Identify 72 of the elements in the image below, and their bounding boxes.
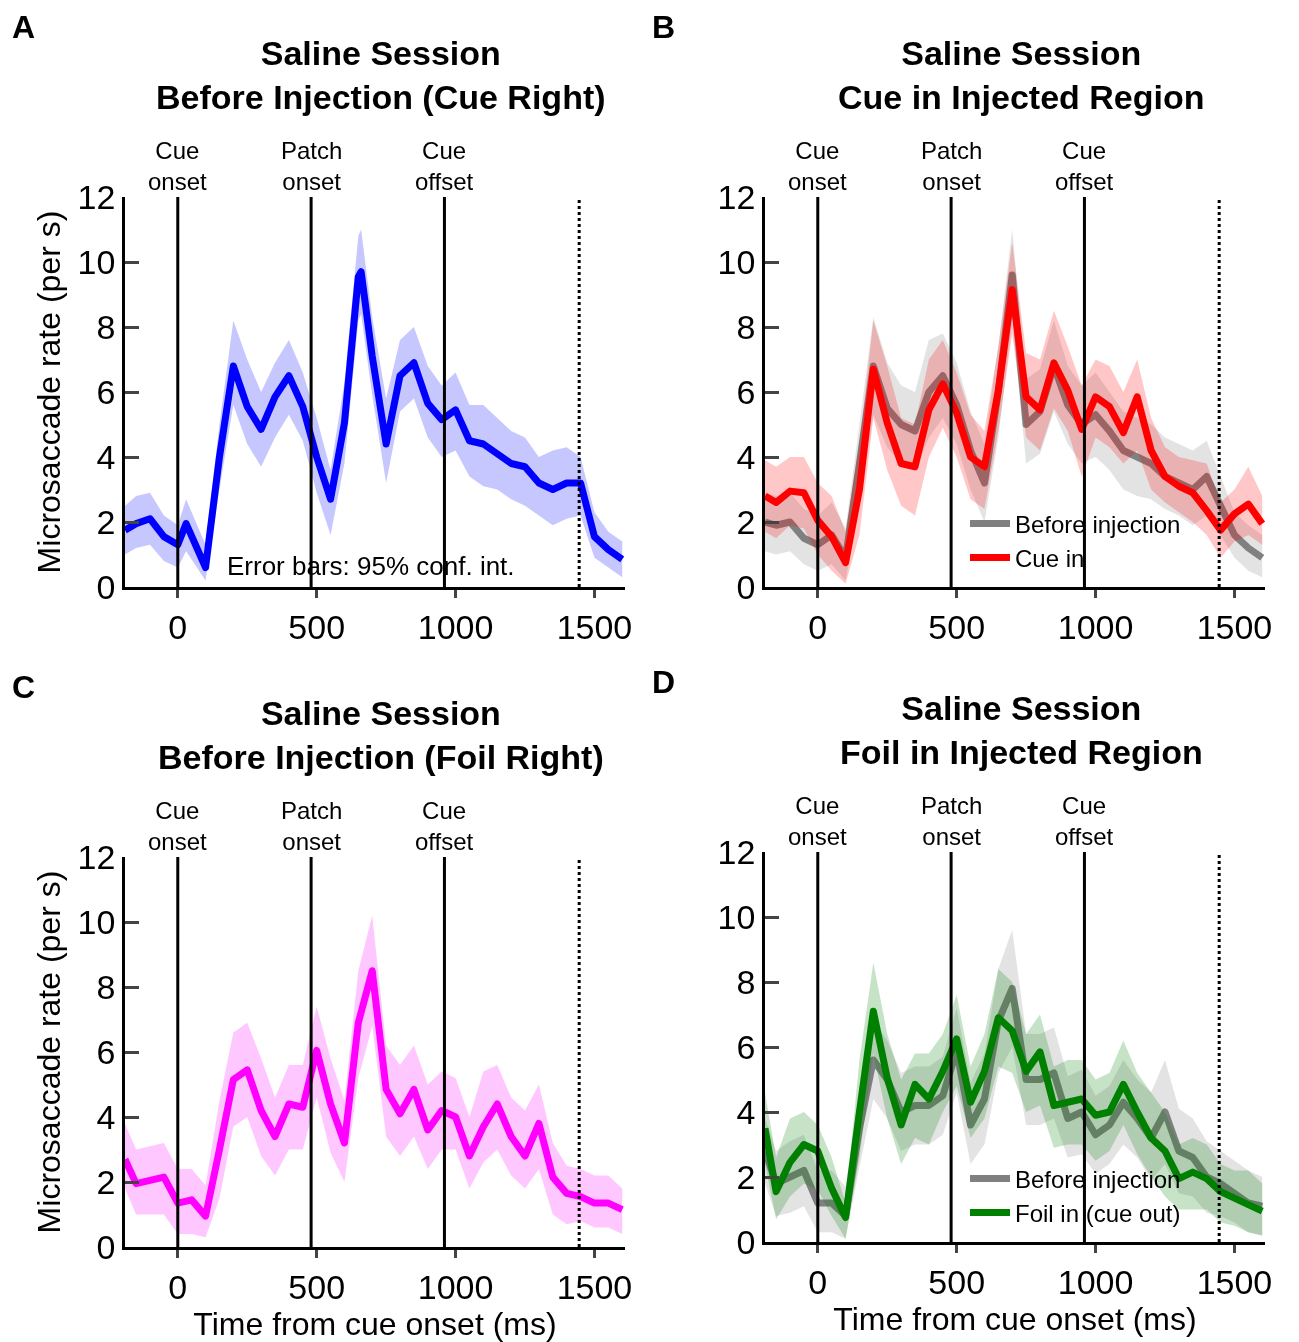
y-tick-label: 12 (717, 832, 756, 871)
y-axis-title: Microsaccade rate (per s) (30, 210, 67, 574)
ref-line-label: Patch onset (921, 792, 983, 851)
x-tick-label: 1000 (417, 607, 494, 646)
text: A (12, 9, 36, 45)
legend-label: Cue in (1015, 544, 1085, 572)
y-tick-label: 0 (736, 567, 756, 606)
x-tick-label: 1000 (1057, 1262, 1134, 1301)
y-tick-label: 8 (736, 962, 756, 1001)
y-tick-label: 8 (96, 967, 116, 1006)
legend-label: Before injection (1015, 1165, 1181, 1193)
ref-line-label: Cue offset (415, 137, 474, 196)
text: B (652, 9, 676, 45)
y-tick-label: 6 (736, 1027, 756, 1066)
x-tick-label: 0 (168, 607, 188, 646)
y-tick-label: 0 (736, 1222, 756, 1261)
ref-line-label: Cue onset (788, 792, 848, 851)
y-tick-label: 12 (77, 177, 116, 216)
x-tick-label: 0 (808, 607, 828, 646)
y-tick-label: 2 (736, 502, 756, 541)
x-tick-label: 500 (288, 607, 346, 646)
y-axis-title: Microsaccade rate (per s) (30, 870, 67, 1234)
x-tick-label: 1000 (417, 1267, 494, 1306)
text: C (12, 669, 36, 705)
y-tick-label: 8 (736, 307, 756, 346)
y-tick-label: 0 (96, 1227, 116, 1266)
x-axis-title: Time from cue onset (ms) (833, 1300, 1197, 1337)
y-tick-label: 6 (736, 372, 756, 411)
ref-line-label: Cue onset (148, 137, 208, 196)
x-tick-label: 1500 (1196, 607, 1273, 646)
y-tick-label: 10 (717, 242, 756, 281)
chart-title: Saline Session Cue in Injected Region (838, 34, 1205, 117)
y-tick-label: 0 (96, 567, 116, 606)
chart-title: Saline Session Foil in Injected Region (840, 689, 1203, 772)
y-tick-label: 10 (77, 242, 116, 281)
x-axis-title: Time from cue onset (ms) (193, 1305, 557, 1342)
y-tick-label: 4 (96, 437, 116, 476)
y-tick-label: 2 (736, 1157, 756, 1196)
y-tick-label: 6 (96, 1032, 116, 1071)
y-tick-label: 4 (96, 1097, 116, 1136)
y-tick-label: 10 (77, 902, 116, 941)
ref-line-label: Cue offset (1055, 137, 1114, 196)
y-tick-label: 4 (736, 437, 756, 476)
ref-line-label: Patch onset (281, 797, 343, 856)
x-tick-label: 500 (928, 607, 986, 646)
y-tick-label: 6 (96, 372, 116, 411)
ref-line-label: Cue onset (788, 137, 848, 196)
y-tick-label: 12 (717, 177, 756, 216)
ref-line-label: Cue onset (148, 797, 208, 856)
y-tick-label: 10 (717, 897, 756, 936)
x-tick-label: 1500 (1196, 1262, 1273, 1301)
ref-line-label: Patch onset (921, 137, 983, 196)
y-tick-label: 2 (96, 1162, 116, 1201)
y-tick-label: 4 (736, 1092, 756, 1131)
x-tick-label: 1000 (1057, 607, 1134, 646)
x-tick-label: 500 (928, 1262, 986, 1301)
legend-label: Foil in (cue out) (1015, 1199, 1181, 1227)
text: D (652, 664, 676, 700)
chart-title: Saline Session Before Injection (Cue Right) (156, 34, 606, 117)
x-tick-label: 500 (288, 1267, 346, 1306)
x-tick-label: 0 (808, 1262, 828, 1301)
x-tick-label: 1500 (556, 1267, 633, 1306)
x-tick-label: 1500 (556, 607, 633, 646)
ref-line-label: Patch onset (281, 137, 343, 196)
y-tick-label: 2 (96, 502, 116, 541)
x-tick-label: 0 (168, 1267, 188, 1306)
y-tick-label: 12 (77, 837, 116, 876)
legend-label: Before injection (1015, 510, 1181, 538)
y-tick-label: 8 (96, 307, 116, 346)
chart-title: Saline Session Before Injection (Foil Right) (158, 694, 604, 777)
ref-line-label: Cue offset (415, 797, 474, 856)
ref-line-label: Cue offset (1055, 792, 1114, 851)
